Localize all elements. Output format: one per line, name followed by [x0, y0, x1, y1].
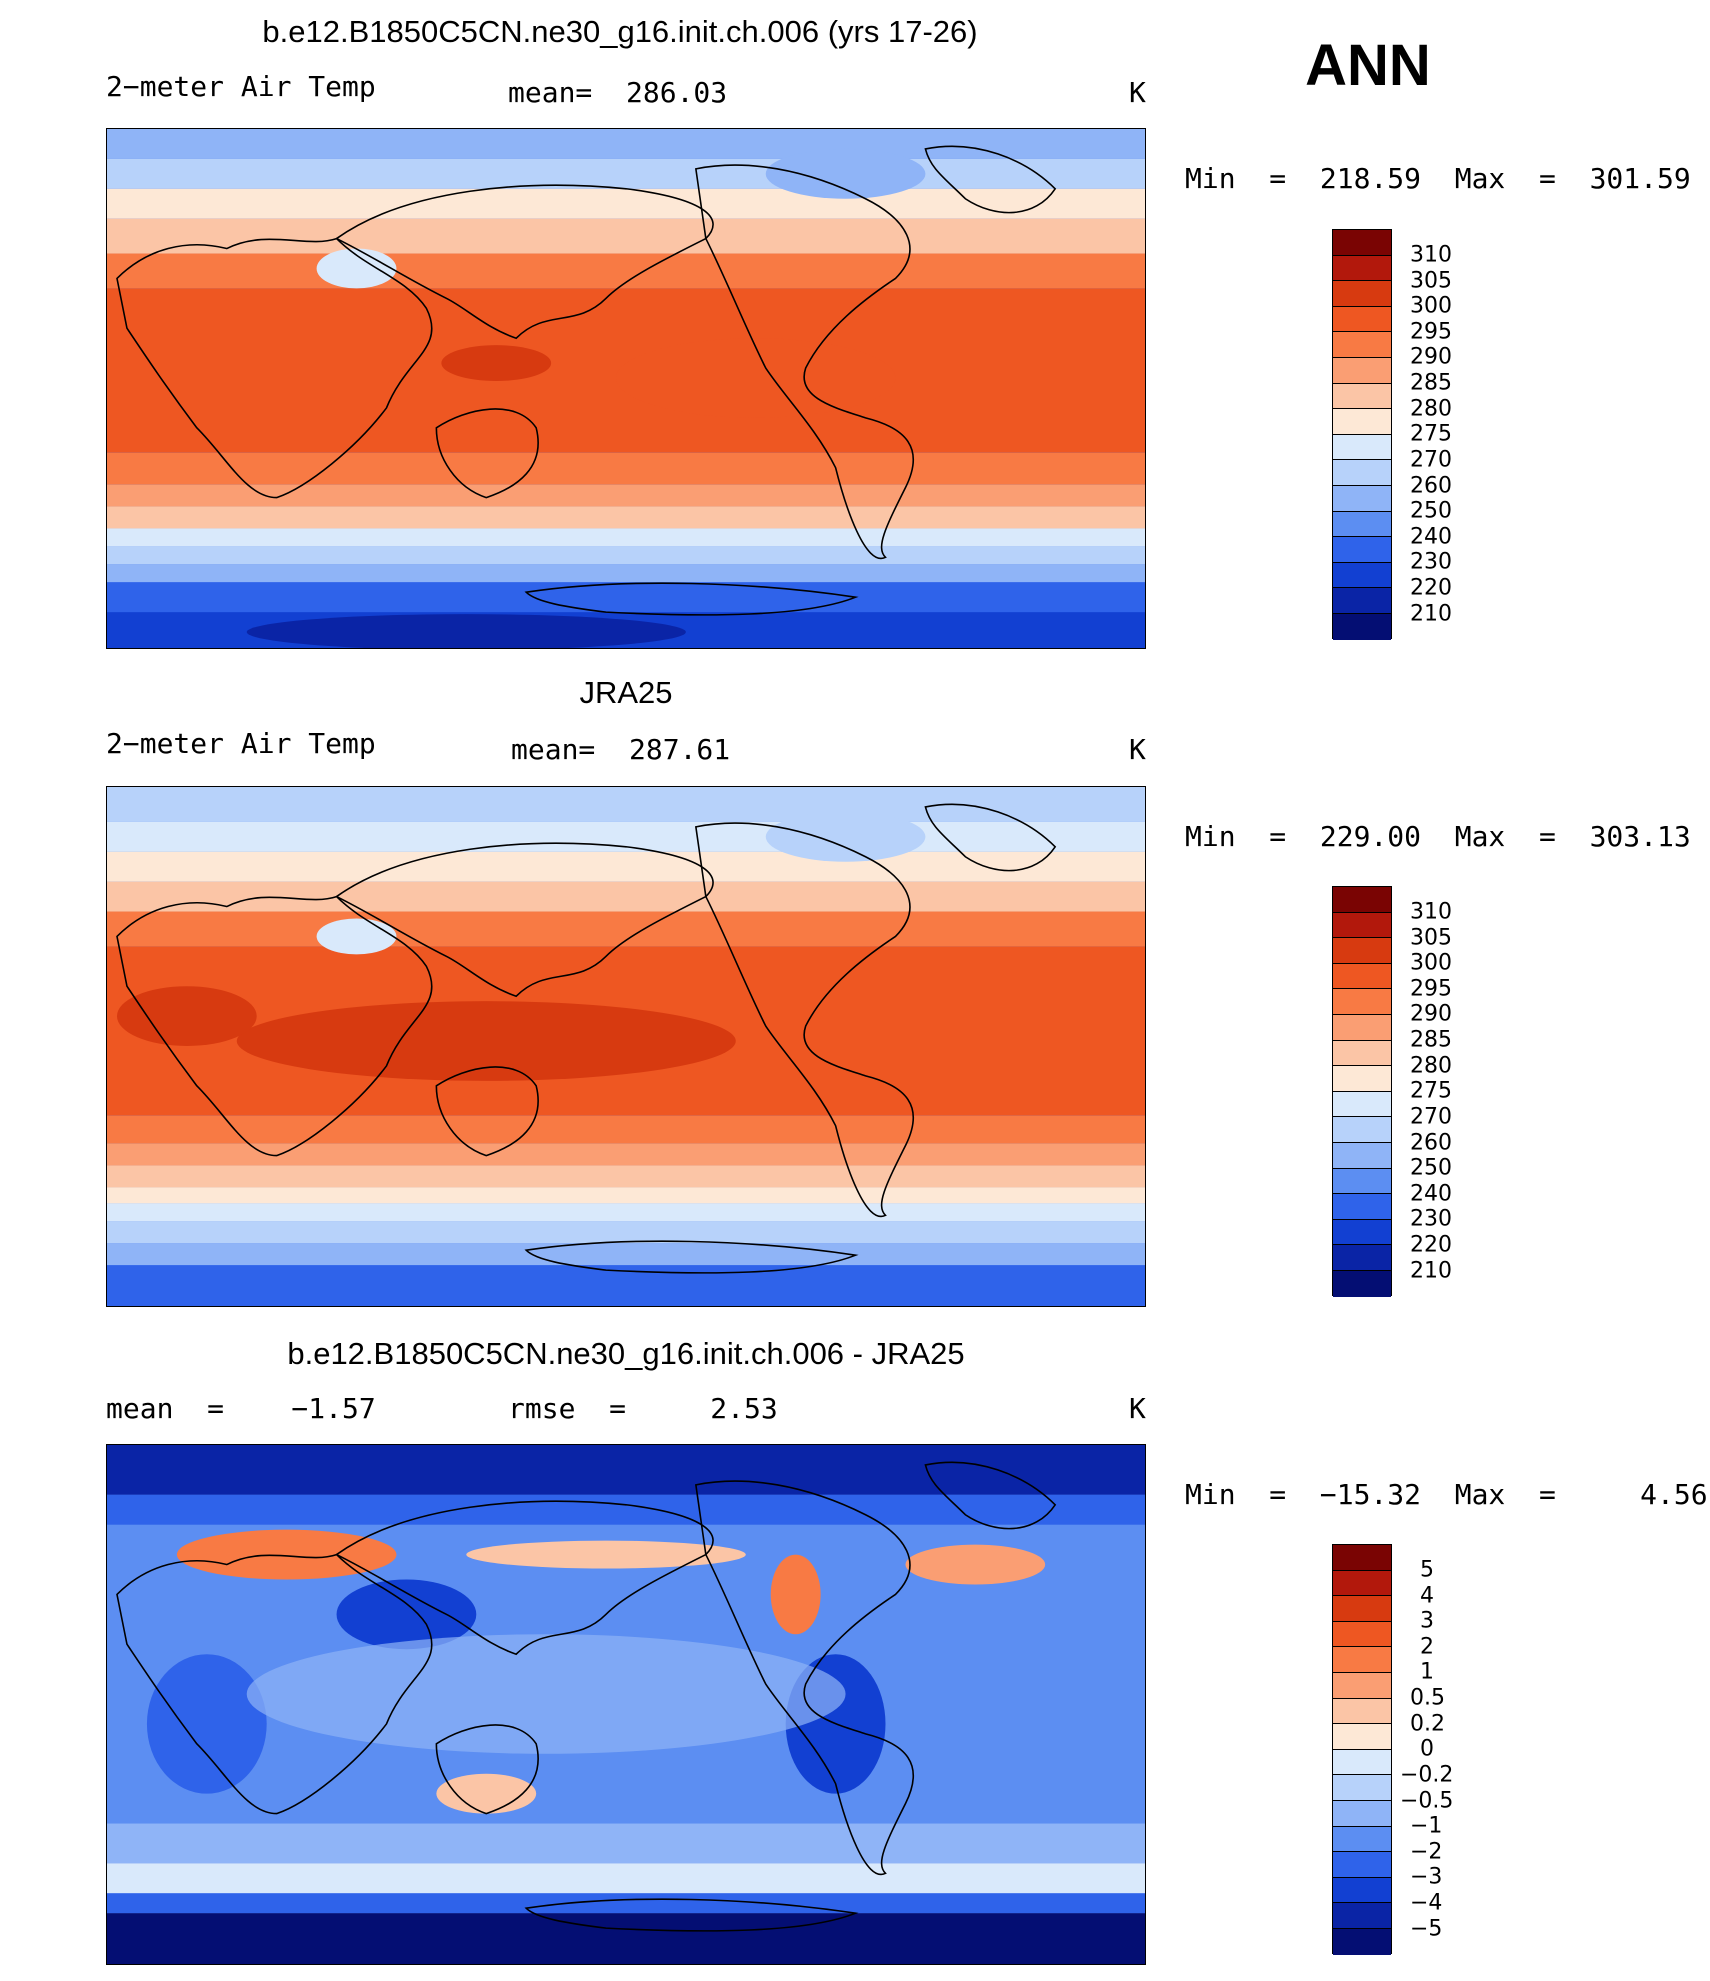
panel1-colorbar-label: 240 — [1410, 524, 1452, 550]
panel2-variable-label: 2−meter Air Temp — [106, 727, 376, 760]
panel2-colorbar-label: 290 — [1410, 1001, 1452, 1027]
panel3-colorbar-label: 3 — [1420, 1608, 1434, 1634]
panel1-colorbar-label: 230 — [1410, 549, 1452, 575]
panel3-colorbar-label: −2 — [1410, 1839, 1443, 1865]
panel1-mean-label: mean= 286.03 — [508, 76, 728, 109]
panel1-colorbar-label: 220 — [1410, 575, 1452, 601]
panel3-rmse-label: rmse = 2.53 — [508, 1392, 778, 1425]
panel3-colorbar-label: 0 — [1420, 1736, 1434, 1762]
panel1-colorbar-label: 280 — [1410, 396, 1452, 422]
panel3-colorbar-label: −5 — [1410, 1916, 1443, 1942]
panel3-colorbar-label: −3 — [1410, 1864, 1443, 1890]
panel1-colorbar-label: 275 — [1410, 421, 1452, 447]
panel2-colorbar-label: 260 — [1410, 1130, 1452, 1156]
panel1-colorbar-label: 310 — [1410, 242, 1452, 268]
panel1-units-label: K — [1129, 76, 1146, 109]
panel3-colorbar-label: −0.5 — [1400, 1788, 1454, 1814]
panel3-colorbar — [1332, 1544, 1392, 1955]
panel2-colorbar-label: 240 — [1410, 1181, 1452, 1207]
panel2-colorbar-label: 300 — [1410, 950, 1452, 976]
panel2-colorbar — [1332, 886, 1392, 1297]
panel1-colorbar-label: 210 — [1410, 601, 1452, 627]
panel3-colorbar-label: 0.2 — [1410, 1711, 1445, 1737]
panel3-map — [106, 1444, 1146, 1965]
panel2-map — [106, 786, 1146, 1307]
panel3-units-label: K — [1129, 1392, 1146, 1425]
panel3-title: b.e12.B1850C5CN.ne30_g16.init.ch.006 - J… — [287, 1336, 965, 1371]
panel1-colorbar-label: 290 — [1410, 344, 1452, 370]
panel1-colorbar-label: 250 — [1410, 498, 1452, 524]
panel1-title: b.e12.B1850C5CN.ne30_g16.init.ch.006 (yr… — [262, 14, 978, 49]
panel1-minmax: Min = 218.59 Max = 301.59 — [1185, 162, 1691, 195]
panel1-colorbar-label: 260 — [1410, 473, 1452, 499]
panel2-contour-field — [107, 787, 1145, 1306]
panel2-colorbar-label: 250 — [1410, 1155, 1452, 1181]
panel3-colorbar-label: −1 — [1410, 1813, 1443, 1839]
panel3-colorbar-label: −4 — [1410, 1890, 1443, 1916]
panel1-colorbar-label: 285 — [1410, 370, 1452, 396]
panel2-colorbar-label: 220 — [1410, 1232, 1452, 1258]
panel2-colorbar-label: 310 — [1410, 899, 1452, 925]
panel2-colorbar-label: 305 — [1410, 925, 1452, 951]
panel1-contour-field — [107, 129, 1145, 648]
panel2-colorbar-label: 295 — [1410, 976, 1452, 1002]
panel2-mean-label: mean= 287.61 — [511, 733, 731, 766]
season-label: ANN — [1305, 33, 1431, 98]
panel1-colorbar-label: 300 — [1410, 293, 1452, 319]
panel2-colorbar-label: 275 — [1410, 1078, 1452, 1104]
panel1-colorbar — [1332, 229, 1392, 640]
panel3-contour-field — [107, 1445, 1145, 1964]
panel3-colorbar-label: 4 — [1420, 1583, 1434, 1609]
panel2-title: JRA25 — [579, 675, 673, 710]
panel3-colorbar-label: 1 — [1420, 1659, 1434, 1685]
panel3-minmax: Min = −15.32 Max = 4.56 — [1185, 1478, 1708, 1511]
panel3-colorbar-label: 0.5 — [1410, 1685, 1445, 1711]
panel2-colorbar-label: 270 — [1410, 1104, 1452, 1130]
panel2-colorbar-label: 285 — [1410, 1027, 1452, 1053]
panel2-units-label: K — [1129, 733, 1146, 766]
panel1-colorbar-label: 305 — [1410, 268, 1452, 294]
panel3-colorbar-label: 2 — [1420, 1634, 1434, 1660]
panel1-map — [106, 128, 1146, 649]
panel2-colorbar-label: 230 — [1410, 1206, 1452, 1232]
panel2-colorbar-label: 210 — [1410, 1258, 1452, 1284]
panel3-colorbar-label: 5 — [1420, 1557, 1434, 1583]
panel1-colorbar-label: 295 — [1410, 319, 1452, 345]
panel3-colorbar-label: −0.2 — [1400, 1762, 1454, 1788]
panel3-mean-label: mean = −1.57 — [106, 1392, 376, 1425]
panel2-minmax: Min = 229.00 Max = 303.13 — [1185, 820, 1691, 853]
panel1-colorbar-label: 270 — [1410, 447, 1452, 473]
panel1-variable-label: 2−meter Air Temp — [106, 70, 376, 103]
panel2-colorbar-label: 280 — [1410, 1053, 1452, 1079]
